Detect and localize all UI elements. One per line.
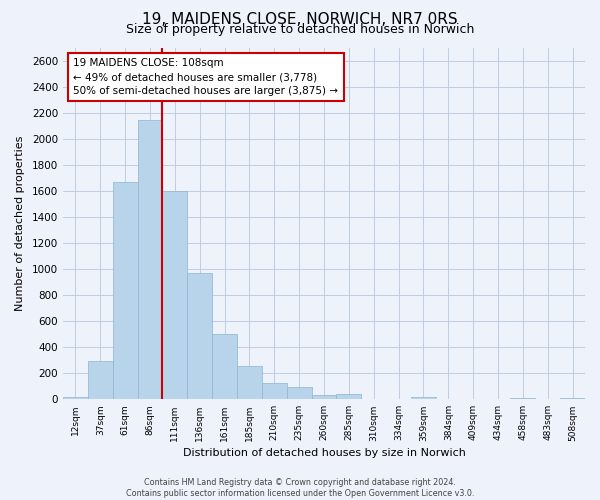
Y-axis label: Number of detached properties: Number of detached properties [15, 136, 25, 311]
Bar [511, 398, 535, 400]
Bar [88, 361, 113, 400]
Bar [311, 396, 337, 400]
Bar [411, 398, 436, 400]
Bar [137, 120, 163, 400]
Bar [187, 273, 212, 400]
Text: 19 MAIDENS CLOSE: 108sqm
← 49% of detached houses are smaller (3,778)
50% of sem: 19 MAIDENS CLOSE: 108sqm ← 49% of detach… [73, 58, 338, 96]
Bar [287, 387, 311, 400]
Text: 19, MAIDENS CLOSE, NORWICH, NR7 0RS: 19, MAIDENS CLOSE, NORWICH, NR7 0RS [142, 12, 458, 28]
Text: Size of property relative to detached houses in Norwich: Size of property relative to detached ho… [126, 24, 474, 36]
Bar [212, 334, 237, 400]
Bar [63, 396, 88, 400]
Bar [113, 182, 137, 400]
Bar [337, 394, 361, 400]
Bar [163, 191, 187, 400]
Text: Contains HM Land Registry data © Crown copyright and database right 2024.
Contai: Contains HM Land Registry data © Crown c… [126, 478, 474, 498]
X-axis label: Distribution of detached houses by size in Norwich: Distribution of detached houses by size … [182, 448, 466, 458]
Bar [262, 383, 287, 400]
Bar [237, 366, 262, 400]
Bar [560, 398, 585, 400]
